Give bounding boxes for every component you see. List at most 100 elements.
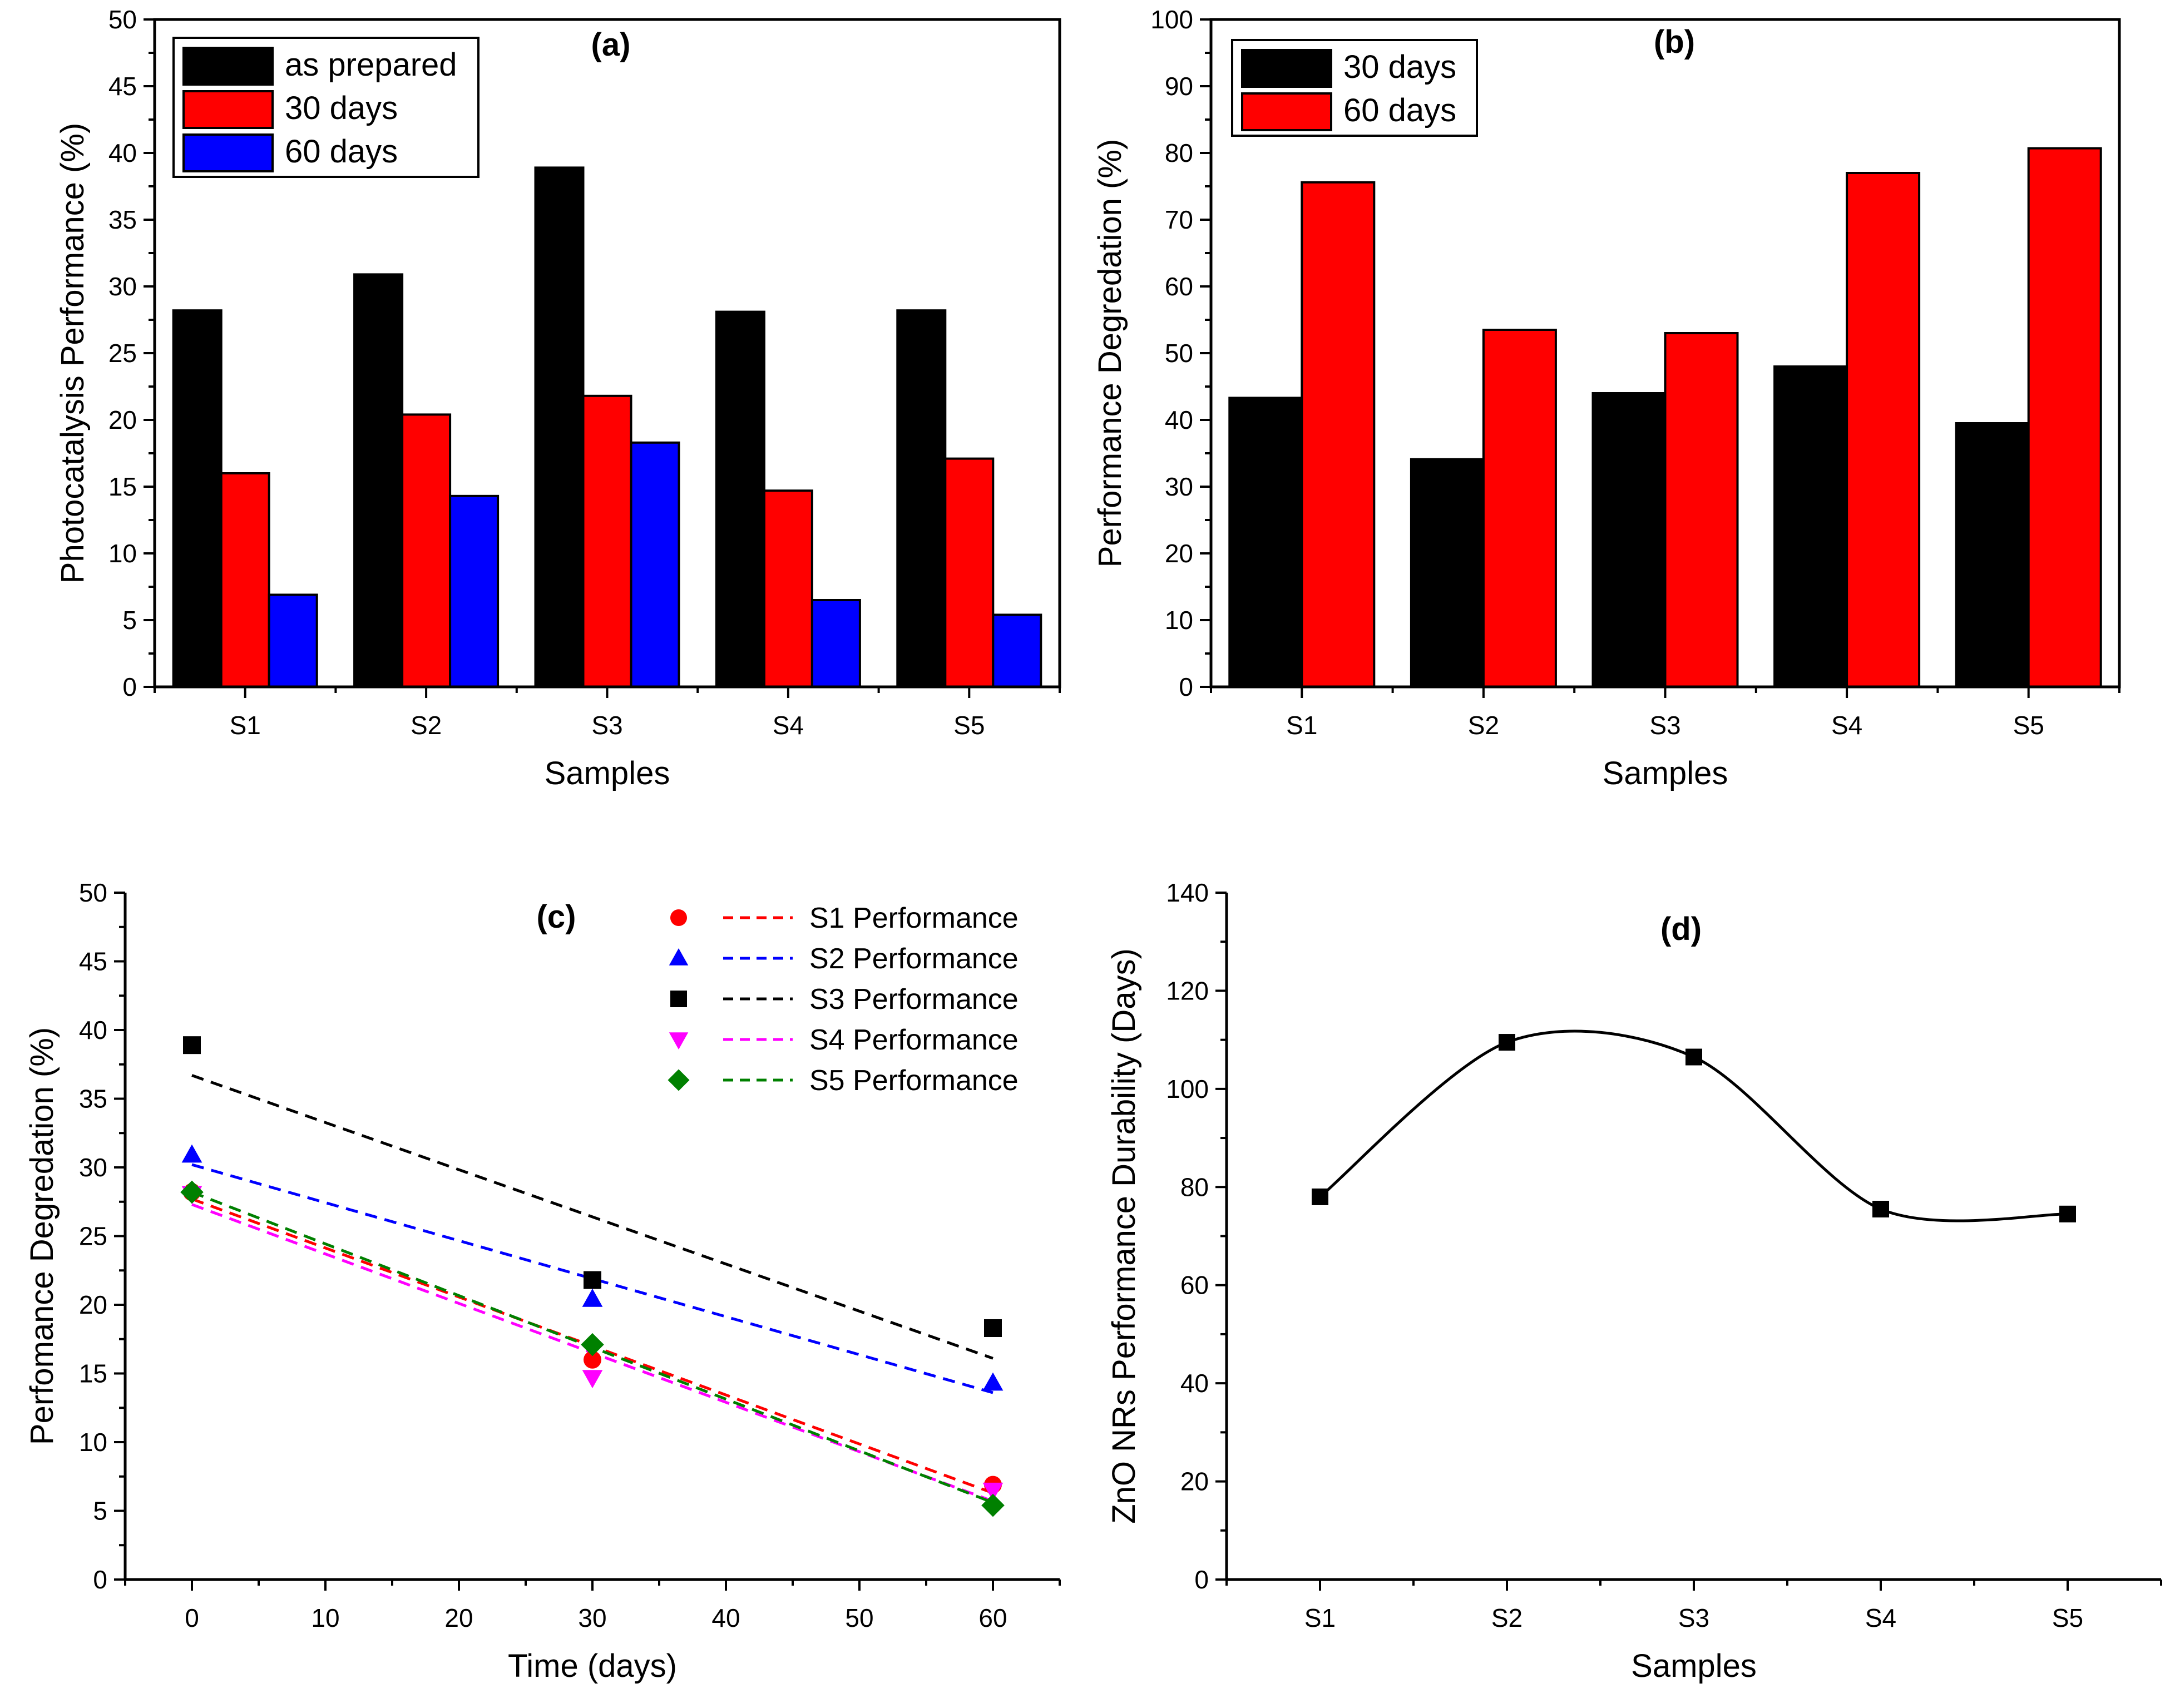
y-tick-label: 60 bbox=[1180, 1271, 1209, 1300]
legend-label-s4-performance: S4 Performance bbox=[809, 1024, 1019, 1056]
bar-30-days-s4 bbox=[763, 489, 813, 688]
x-tick-label: 10 bbox=[311, 1603, 339, 1632]
point-durability-s4 bbox=[1872, 1200, 1889, 1217]
bar-30-days-s1 bbox=[1228, 397, 1303, 688]
y-tick-label: 120 bbox=[1166, 976, 1209, 1005]
bar-30-days-s5 bbox=[944, 457, 995, 688]
legend-marker-s3-performance bbox=[670, 991, 687, 1007]
bar-60-days-s2 bbox=[449, 494, 500, 688]
bar-30-days-s3 bbox=[1591, 392, 1667, 688]
x-tick-label: S3 bbox=[1678, 1603, 1709, 1632]
bar-60-days-s2 bbox=[1482, 329, 1557, 688]
legend-label-as-prepared: as prepared bbox=[285, 47, 457, 83]
x-tick-label: 40 bbox=[711, 1603, 740, 1632]
y-tick-label: 30 bbox=[1165, 472, 1193, 501]
y-tick-label: 50 bbox=[1165, 339, 1193, 368]
y-tick-label: 10 bbox=[1165, 606, 1193, 635]
bar-30-days-s3 bbox=[582, 394, 632, 688]
legend-label-s5-performance: S5 Performance bbox=[809, 1065, 1019, 1097]
y-tick-label: 30 bbox=[79, 1153, 107, 1182]
y-tick-label: 10 bbox=[79, 1428, 107, 1457]
x-tick-label: S4 bbox=[1865, 1603, 1896, 1632]
point-s1-performance-day-30 bbox=[584, 1350, 601, 1369]
x-tick-label: S5 bbox=[953, 711, 985, 740]
y-tick-label: 5 bbox=[93, 1497, 107, 1526]
legend-marker-s5-performance bbox=[668, 1069, 690, 1091]
point-s5-performance-day-60 bbox=[981, 1493, 1005, 1517]
panel-b-chart: 0 10 20 30 40 50 60 70 80 90 100 Performance Degred… bbox=[1092, 5, 2121, 791]
legend-label-60-days: 60 days bbox=[285, 133, 398, 170]
x-tick-label: S2 bbox=[1468, 711, 1499, 740]
panel-label: (c) bbox=[537, 899, 576, 935]
bar-as-prepared-s1 bbox=[172, 309, 223, 688]
y-tick-label: 0 bbox=[93, 1565, 107, 1594]
y-tick-label: 20 bbox=[1165, 539, 1193, 568]
y-axis-title: Perfomance Degredation (%) bbox=[24, 1027, 60, 1445]
y-tick-label: 0 bbox=[1194, 1565, 1209, 1594]
panel-c-chart: 0 5 10 15 20 25 30 35 40 45 50 Perfomance Degredati… bbox=[24, 878, 1061, 1684]
legend-label-s2-performance: S2 Performance bbox=[809, 943, 1019, 975]
legend-swatch-60-days bbox=[1241, 92, 1332, 131]
bar-60-days-s4 bbox=[810, 599, 861, 688]
point-s5-performance-day-0 bbox=[180, 1180, 204, 1204]
point-durability-s5 bbox=[2059, 1205, 2076, 1222]
x-tick-label: 0 bbox=[185, 1603, 199, 1632]
legend-label-s1-performance: S1 Performance bbox=[809, 902, 1019, 934]
legend-marker-s1-performance bbox=[670, 909, 687, 926]
panel-label: (a) bbox=[591, 27, 631, 63]
y-tick-label: 60 bbox=[1165, 272, 1193, 301]
point-durability-s3 bbox=[1685, 1048, 1702, 1066]
x-tick-label: 50 bbox=[845, 1603, 873, 1632]
bar-30-days-s2 bbox=[1410, 458, 1485, 688]
x-tick-label: S4 bbox=[773, 711, 804, 740]
y-tick-label: 90 bbox=[1165, 72, 1193, 101]
fit-line-s3-performance bbox=[191, 1074, 993, 1360]
y-axis-title: Performance Degredation (%) bbox=[1092, 139, 1128, 567]
y-tick-label: 20 bbox=[108, 405, 137, 434]
y-tick-label: 40 bbox=[1180, 1369, 1209, 1398]
bar-as-prepared-s2 bbox=[353, 273, 404, 688]
y-tick-label: 25 bbox=[108, 339, 137, 368]
y-tick-label: 70 bbox=[1165, 205, 1193, 234]
legend-marker-s4-performance bbox=[669, 1032, 689, 1049]
x-tick-label: 30 bbox=[578, 1603, 606, 1632]
x-tick-label: 60 bbox=[978, 1603, 1007, 1632]
y-tick-label: 100 bbox=[1166, 1075, 1209, 1103]
panel-d-chart: 0 20 40 60 80 100 120 140 ZnO NRs Performance Du… bbox=[1106, 878, 2162, 1684]
y-tick-label: 45 bbox=[79, 947, 107, 976]
bar-60-days-s4 bbox=[1846, 172, 1921, 688]
x-axis-title: Time (days) bbox=[508, 1648, 677, 1684]
x-axis-title: Samples bbox=[1603, 755, 1728, 791]
y-tick-label: 20 bbox=[1180, 1467, 1209, 1496]
point-durability-s1 bbox=[1312, 1188, 1328, 1205]
x-tick-label: S3 bbox=[591, 711, 622, 740]
y-tick-label: 0 bbox=[122, 672, 137, 701]
legend-swatch-as-prepared bbox=[182, 47, 274, 86]
x-tick-label: S5 bbox=[2013, 711, 2044, 740]
legend-marker-s2-performance bbox=[669, 948, 689, 966]
point-s3-performance-day-60 bbox=[984, 1319, 1002, 1337]
y-tick-label: 40 bbox=[108, 138, 137, 167]
point-durability-s2 bbox=[1499, 1034, 1515, 1051]
bar-as-prepared-s5 bbox=[896, 309, 947, 688]
x-tick-label: S2 bbox=[1491, 1603, 1523, 1632]
bar-30-days-s5 bbox=[1955, 422, 2030, 688]
legend-label-30-days: 30 days bbox=[285, 90, 398, 126]
y-tick-label: 25 bbox=[79, 1222, 107, 1251]
point-s5-performance-day-30 bbox=[581, 1333, 604, 1357]
bar-60-days-s1 bbox=[268, 593, 318, 689]
point-s2-performance-day-60 bbox=[982, 1372, 1004, 1391]
y-tick-label: 80 bbox=[1165, 138, 1193, 167]
y-tick-label: 30 bbox=[108, 272, 137, 301]
y-tick-label: 15 bbox=[108, 472, 137, 501]
legend-label-s3-performance: S3 Performance bbox=[809, 983, 1019, 1016]
legend-label-60-days: 60 days bbox=[1343, 92, 1456, 128]
legend-label-30-days: 30 days bbox=[1343, 49, 1456, 85]
y-tick-label: 10 bbox=[108, 539, 137, 568]
panel-label: (b) bbox=[1654, 24, 1695, 60]
x-tick-label: S1 bbox=[1304, 1603, 1336, 1632]
bar-30-days-s4 bbox=[1773, 365, 1848, 688]
y-axis-title: Photocatalysis Performance (%) bbox=[55, 123, 91, 583]
y-tick-label: 50 bbox=[108, 5, 137, 34]
